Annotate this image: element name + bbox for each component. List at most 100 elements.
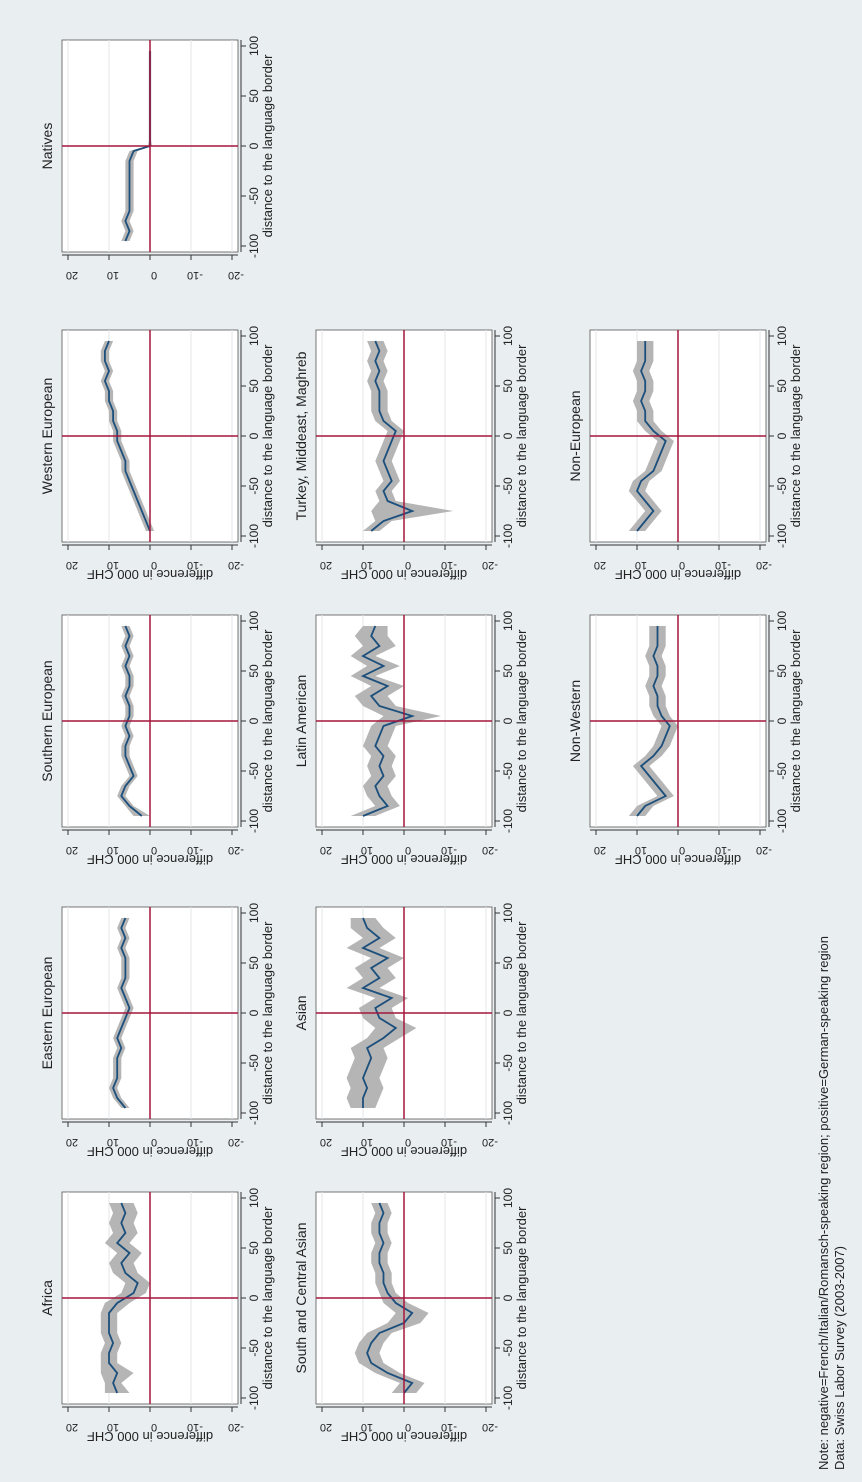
- x-tick-label: 50: [501, 1241, 515, 1255]
- x-tick-label: -100: [501, 1101, 515, 1125]
- x-tick-label: 0: [247, 1294, 261, 1301]
- y-tick-label: 10: [107, 844, 119, 856]
- x-axis-title: distance to the language border: [260, 629, 275, 813]
- x-tick-label: -50: [247, 1054, 261, 1072]
- x-tick-label: 0: [247, 142, 261, 149]
- y-axis-title: difference in 000 CHF: [87, 852, 213, 867]
- x-tick-label: -100: [247, 234, 261, 258]
- y-tick-label: -20: [228, 1421, 244, 1433]
- x-tick-label: -50: [775, 762, 789, 780]
- x-tick-label: 0: [247, 432, 261, 439]
- x-tick-label: 50: [775, 664, 789, 678]
- y-tick-label: 10: [107, 1136, 119, 1148]
- y-tick-label: 0: [679, 844, 685, 856]
- x-tick-label: 100: [247, 326, 261, 346]
- x-tick-label: 50: [501, 956, 515, 970]
- y-tick-label: 0: [151, 1136, 157, 1148]
- x-tick-label: -50: [501, 1054, 515, 1072]
- y-tick-label: -20: [228, 559, 244, 571]
- y-tick-label: 0: [151, 269, 157, 281]
- x-tick-label: 0: [501, 717, 515, 724]
- y-tick-label: 20: [320, 1136, 332, 1148]
- y-tick-label: 0: [151, 559, 157, 571]
- x-tick-label: -100: [501, 1386, 515, 1410]
- x-tick-label: -50: [501, 762, 515, 780]
- x-axis-title: distance to the language border: [514, 629, 529, 813]
- y-tick-label: 20: [594, 844, 606, 856]
- x-axis-title: distance to the language border: [260, 54, 275, 238]
- confidence-band: [628, 626, 678, 816]
- y-tick-label: -10: [715, 844, 731, 856]
- panel-title: Eastern European: [39, 957, 55, 1070]
- panel-title: Natives: [39, 123, 55, 170]
- x-tick-label: -50: [247, 762, 261, 780]
- y-tick-label: -20: [482, 844, 498, 856]
- x-tick-label: -100: [247, 1386, 261, 1410]
- y-axis-title: difference in 000 CHF: [87, 1429, 213, 1444]
- x-tick-label: -100: [247, 1101, 261, 1125]
- x-tick-label: 100: [247, 1188, 261, 1208]
- y-tick-label: -20: [228, 844, 244, 856]
- x-tick-label: 50: [775, 379, 789, 393]
- y-tick-label: 0: [405, 1421, 411, 1433]
- y-axis-title: difference in 000 CHF: [87, 1144, 213, 1159]
- confidence-band: [117, 626, 150, 816]
- panel-title: Africa: [39, 1280, 55, 1316]
- panel-title: Asian: [293, 995, 309, 1030]
- y-tick-label: 20: [320, 844, 332, 856]
- x-tick-label: -50: [247, 187, 261, 205]
- x-axis-title: distance to the language border: [788, 344, 803, 528]
- x-tick-label: -100: [247, 524, 261, 548]
- y-tick-label: -20: [482, 1421, 498, 1433]
- y-tick-label: -10: [187, 559, 203, 571]
- y-tick-label: 20: [66, 1421, 78, 1433]
- x-tick-label: 0: [775, 717, 789, 724]
- x-tick-label: -100: [501, 524, 515, 548]
- x-tick-label: 100: [247, 36, 261, 56]
- x-tick-label: 100: [775, 611, 789, 631]
- y-tick-label: 20: [66, 1136, 78, 1148]
- panel-title: Turkey, Middeast, Maghreb: [293, 351, 309, 520]
- y-axis-title: difference in 000 CHF: [341, 567, 467, 582]
- x-tick-label: 100: [247, 903, 261, 923]
- figure-note: Note: negative=French/Italian/Romansch-s…: [816, 936, 847, 1470]
- x-tick-label: 100: [501, 326, 515, 346]
- x-tick-label: 100: [775, 326, 789, 346]
- y-tick-label: 0: [151, 844, 157, 856]
- y-tick-label: -10: [441, 1136, 457, 1148]
- y-tick-label: 10: [361, 1136, 373, 1148]
- x-tick-label: -100: [775, 524, 789, 548]
- x-tick-label: 0: [501, 432, 515, 439]
- x-axis-title: distance to the language border: [788, 629, 803, 813]
- y-tick-label: 0: [405, 1136, 411, 1148]
- confidence-band: [109, 918, 134, 1108]
- y-tick-label: 10: [635, 559, 647, 571]
- x-tick-label: -50: [247, 477, 261, 495]
- y-tick-label: 20: [66, 844, 78, 856]
- y-tick-label: 10: [107, 1421, 119, 1433]
- x-axis-title: distance to the language border: [260, 921, 275, 1105]
- x-axis-title: distance to the language border: [514, 344, 529, 528]
- note-line-1: Note: negative=French/Italian/Romansch-s…: [816, 936, 831, 1470]
- x-axis-title: distance to the language border: [260, 344, 275, 528]
- y-axis-title: difference in 000 CHF: [87, 567, 213, 582]
- x-tick-label: -50: [775, 477, 789, 495]
- y-tick-label: 10: [361, 559, 373, 571]
- y-tick-label: -20: [228, 1136, 244, 1148]
- x-tick-label: -100: [775, 809, 789, 833]
- y-tick-label: 20: [320, 1421, 332, 1433]
- y-tick-label: 20: [66, 269, 78, 281]
- note-line-2: Data: Swiss Labor Survey (2003-2007): [832, 1246, 847, 1470]
- y-tick-label: 0: [405, 559, 411, 571]
- y-tick-label: -20: [482, 559, 498, 571]
- y-tick-label: 10: [635, 844, 647, 856]
